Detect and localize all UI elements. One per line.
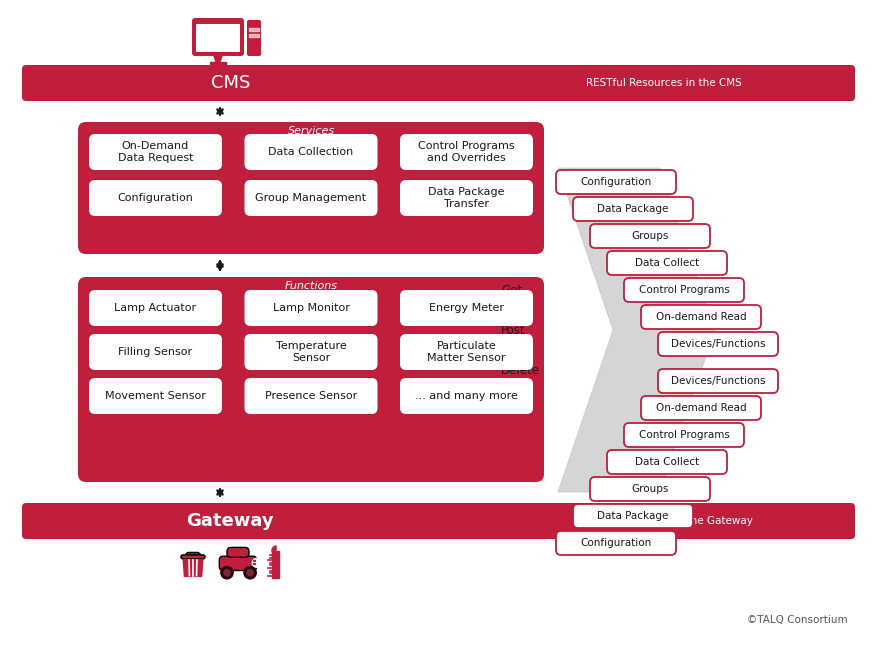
Text: Data Package: Data Package: [597, 204, 668, 214]
Text: Control Programs: Control Programs: [639, 430, 730, 440]
FancyBboxPatch shape: [89, 378, 222, 414]
FancyBboxPatch shape: [244, 378, 378, 414]
Text: Data Package: Data Package: [597, 511, 668, 521]
FancyBboxPatch shape: [624, 423, 744, 447]
FancyBboxPatch shape: [247, 20, 261, 56]
FancyBboxPatch shape: [556, 170, 676, 194]
Text: Functions: Functions: [285, 281, 337, 291]
Text: RESTful Resources in the CMS: RESTful Resources in the CMS: [585, 78, 741, 88]
FancyBboxPatch shape: [400, 180, 533, 216]
Text: Lamp Actuator: Lamp Actuator: [115, 303, 196, 313]
Bar: [210, 62, 226, 65]
Text: Control Programs: Control Programs: [639, 285, 730, 295]
Text: Groups: Groups: [632, 231, 668, 241]
FancyBboxPatch shape: [590, 224, 710, 248]
Text: Lamp Monitor: Lamp Monitor: [272, 303, 350, 313]
FancyBboxPatch shape: [89, 334, 222, 370]
Text: On-demand Read: On-demand Read: [656, 312, 746, 322]
Text: ... and many more: ... and many more: [415, 391, 518, 401]
FancyBboxPatch shape: [22, 503, 855, 539]
FancyBboxPatch shape: [244, 334, 378, 370]
FancyBboxPatch shape: [607, 450, 727, 474]
FancyBboxPatch shape: [641, 305, 761, 329]
Text: Temperature
Sensor: Temperature Sensor: [276, 341, 346, 363]
FancyBboxPatch shape: [641, 396, 761, 420]
FancyBboxPatch shape: [89, 180, 222, 216]
Text: Movement Sensor: Movement Sensor: [105, 391, 206, 401]
FancyBboxPatch shape: [400, 378, 533, 414]
Text: On-Demand
Data Request: On-Demand Data Request: [117, 141, 194, 163]
FancyBboxPatch shape: [89, 290, 222, 326]
FancyBboxPatch shape: [244, 180, 378, 216]
Text: Group Management: Group Management: [256, 193, 366, 203]
FancyBboxPatch shape: [78, 277, 544, 482]
FancyBboxPatch shape: [196, 24, 240, 52]
FancyBboxPatch shape: [244, 290, 378, 326]
FancyBboxPatch shape: [400, 134, 533, 170]
Text: Data Package
Transfer: Data Package Transfer: [428, 187, 505, 209]
Text: Devices/Functions: Devices/Functions: [671, 339, 766, 349]
FancyBboxPatch shape: [607, 251, 727, 275]
Polygon shape: [558, 168, 715, 492]
Text: Data Collect: Data Collect: [635, 457, 699, 467]
FancyBboxPatch shape: [658, 369, 778, 393]
Bar: [272, 551, 279, 578]
Text: Control Programs
and Overrides: Control Programs and Overrides: [418, 141, 515, 163]
FancyBboxPatch shape: [573, 504, 693, 528]
FancyBboxPatch shape: [658, 332, 778, 356]
Text: Particulate
Matter Sensor: Particulate Matter Sensor: [427, 341, 505, 363]
FancyBboxPatch shape: [573, 197, 693, 221]
Circle shape: [252, 558, 261, 567]
Circle shape: [244, 566, 257, 579]
FancyBboxPatch shape: [624, 278, 744, 302]
Text: Data Collect: Data Collect: [635, 258, 699, 268]
Text: Configuration: Configuration: [581, 177, 652, 187]
Text: On-demand Read: On-demand Read: [656, 403, 746, 413]
FancyBboxPatch shape: [187, 553, 200, 555]
FancyBboxPatch shape: [192, 18, 244, 56]
Text: Services: Services: [287, 126, 335, 136]
Text: RESTful Resources in the Gateway: RESTful Resources in the Gateway: [574, 516, 752, 526]
FancyBboxPatch shape: [78, 122, 544, 254]
FancyBboxPatch shape: [556, 531, 676, 555]
Circle shape: [224, 570, 230, 576]
Text: Energy Meter: Energy Meter: [429, 303, 504, 313]
Circle shape: [247, 570, 253, 576]
FancyBboxPatch shape: [590, 477, 710, 501]
Text: Groups: Groups: [632, 484, 668, 494]
FancyBboxPatch shape: [400, 334, 533, 370]
Bar: [249, 28, 259, 31]
Polygon shape: [182, 559, 203, 577]
Text: Get
Put
Post
Patch
Delete: Get Put Post Patch Delete: [501, 284, 540, 376]
Text: Configuration: Configuration: [581, 538, 652, 548]
Text: Data Collection: Data Collection: [268, 147, 354, 157]
Circle shape: [221, 566, 233, 579]
Text: Configuration: Configuration: [117, 193, 194, 203]
FancyBboxPatch shape: [244, 134, 378, 170]
Polygon shape: [214, 56, 222, 62]
Bar: [249, 34, 259, 37]
FancyBboxPatch shape: [89, 134, 222, 170]
FancyBboxPatch shape: [227, 547, 249, 557]
Text: ©TALQ Consortium: ©TALQ Consortium: [747, 615, 848, 625]
FancyBboxPatch shape: [219, 556, 257, 570]
FancyBboxPatch shape: [400, 290, 533, 326]
Text: Presence Sensor: Presence Sensor: [265, 391, 357, 401]
Text: Gateway: Gateway: [187, 512, 274, 530]
FancyBboxPatch shape: [22, 65, 855, 101]
Text: CMS: CMS: [210, 74, 250, 92]
Text: Filling Sensor: Filling Sensor: [118, 347, 193, 357]
Text: Devices/Functions: Devices/Functions: [671, 376, 766, 386]
FancyBboxPatch shape: [181, 555, 205, 559]
